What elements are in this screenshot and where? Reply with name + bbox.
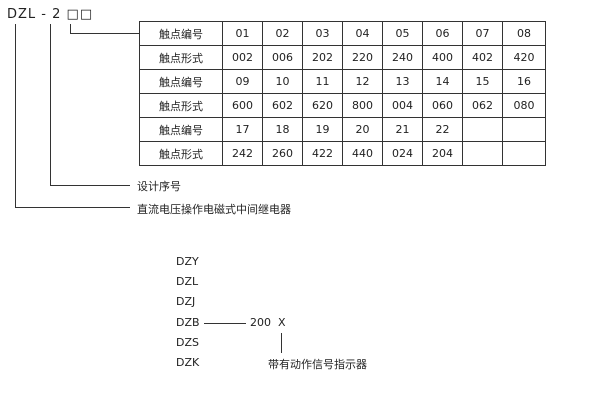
table-cell: 602 — [262, 93, 303, 118]
table-cell: 004 — [382, 93, 423, 118]
table-cell — [462, 117, 503, 142]
table-row: 触点编号 09 10 11 12 13 14 15 16 — [139, 69, 546, 94]
table-cell: 13 — [382, 69, 423, 94]
relay-type-label: 直流电压操作电磁式中间继电器 — [137, 203, 291, 216]
row-label: 触点编号 — [139, 69, 223, 94]
model-item: DZB — [176, 315, 200, 329]
indicator-note: 带有动作信号指示器 — [268, 358, 367, 371]
model-item: DZK — [176, 356, 200, 369]
table-cell — [502, 141, 546, 166]
table-cell: 18 — [262, 117, 303, 142]
table-cell: 22 — [422, 117, 463, 142]
design-number-label: 设计序号 — [137, 180, 181, 193]
connector-line — [204, 323, 246, 324]
model-item: DZJ — [176, 295, 196, 309]
table-cell: 060 — [422, 93, 463, 118]
table-row: 触点形式 600 602 620 800 004 060 062 080 — [139, 93, 546, 118]
table-cell: 002 — [222, 45, 263, 70]
contact-table: 触点编号 01 02 03 04 05 06 07 08 触点形式 002 006 202 220 240 4… — [139, 21, 546, 166]
table-row: 触点形式 242 260 422 440 024 204 — [139, 141, 546, 166]
row-label: 触点形式 — [139, 141, 223, 166]
table-cell: 204 — [422, 141, 463, 166]
connector-line — [70, 24, 71, 34]
table-cell: 07 — [462, 21, 503, 46]
table-cell: 21 — [382, 117, 423, 142]
suffix-code: 200 — [250, 316, 271, 329]
table-cell: 440 — [342, 141, 383, 166]
table-cell: 422 — [302, 141, 343, 166]
table-cell: 19 — [302, 117, 343, 142]
table-cell: 15 — [462, 69, 503, 94]
table-cell: 05 — [382, 21, 423, 46]
table-cell: 024 — [382, 141, 423, 166]
table-cell: 14 — [422, 69, 463, 94]
connector-line — [281, 333, 282, 353]
connector-line — [15, 207, 130, 208]
table-cell: 260 — [262, 141, 303, 166]
table-cell: 080 — [502, 93, 546, 118]
connector-line — [70, 33, 139, 34]
table-cell: 600 — [222, 93, 263, 118]
model-item: DZY — [176, 255, 199, 268]
table-cell — [462, 141, 503, 166]
connector-line — [50, 185, 130, 186]
suffix-x: X — [278, 316, 286, 329]
table-cell: 02 — [262, 21, 303, 46]
model-item: DZL — [176, 275, 199, 289]
table-cell: 062 — [462, 93, 503, 118]
model-prefix: DZL - 2 — [7, 7, 62, 22]
table-cell: 620 — [302, 93, 343, 118]
table-cell: 11 — [302, 69, 343, 94]
table-cell — [502, 117, 546, 142]
table-cell: 03 — [302, 21, 343, 46]
table-cell: 12 — [342, 69, 383, 94]
model-item: DZS — [176, 335, 199, 349]
table-cell: 420 — [502, 45, 546, 70]
row-label: 触点形式 — [139, 93, 223, 118]
row-label: 触点编号 — [139, 117, 223, 142]
table-cell: 242 — [222, 141, 263, 166]
table-cell: 202 — [302, 45, 343, 70]
connector-line — [50, 24, 51, 186]
table-cell: 01 — [222, 21, 263, 46]
table-cell: 17 — [222, 117, 263, 142]
table-cell: 06 — [422, 21, 463, 46]
table-row: 触点编号 01 02 03 04 05 06 07 08 — [139, 21, 546, 46]
table-cell: 240 — [382, 45, 423, 70]
table-cell: 04 — [342, 21, 383, 46]
table-cell: 20 — [342, 117, 383, 142]
table-cell: 16 — [502, 69, 546, 94]
row-label: 触点形式 — [139, 45, 223, 70]
connector-line — [15, 24, 16, 208]
model-boxes: □□ — [66, 7, 94, 22]
table-cell: 220 — [342, 45, 383, 70]
table-row: 触点形式 002 006 202 220 240 400 402 420 — [139, 45, 546, 70]
table-cell: 800 — [342, 93, 383, 118]
table-row: 触点编号 17 18 19 20 21 22 — [139, 117, 546, 142]
table-cell: 08 — [502, 21, 546, 46]
table-cell: 402 — [462, 45, 503, 70]
table-cell: 10 — [262, 69, 303, 94]
table-cell: 006 — [262, 45, 303, 70]
table-cell: 400 — [422, 45, 463, 70]
model-code: DZL - 2 □□ — [7, 7, 93, 22]
table-cell: 09 — [222, 69, 263, 94]
row-label: 触点编号 — [139, 21, 223, 46]
